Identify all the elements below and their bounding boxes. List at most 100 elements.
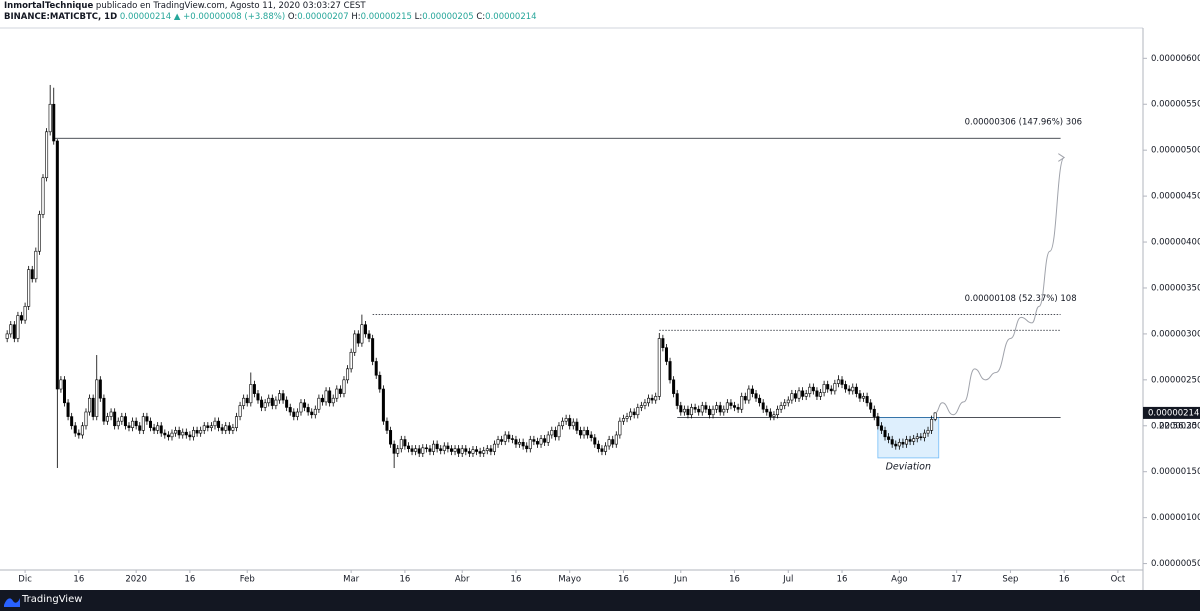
x-tick-label: 16 xyxy=(618,575,629,585)
candle-body xyxy=(847,388,851,392)
y-tick-label: 0.00000050 xyxy=(1151,559,1200,569)
candle-body xyxy=(768,411,772,417)
y-tick-label: 0.00000250 xyxy=(1151,375,1200,385)
candle-body xyxy=(586,430,590,436)
candle-body xyxy=(9,324,13,335)
candle-body xyxy=(826,384,830,390)
candle-body xyxy=(12,324,16,339)
candle-body xyxy=(410,448,414,452)
candle-body xyxy=(621,418,625,422)
candle-body xyxy=(879,425,883,431)
candle-body xyxy=(894,443,898,447)
last-price-label: 0.00000214 xyxy=(1148,408,1199,418)
candle-body xyxy=(428,448,432,452)
y-tick-label: 0.00000600 xyxy=(1151,54,1200,64)
candle-body xyxy=(510,438,514,440)
candle-body xyxy=(543,438,547,443)
candle-body xyxy=(804,393,808,397)
candle-body xyxy=(675,393,679,406)
candle-body xyxy=(765,408,769,413)
candle-body xyxy=(123,416,127,427)
candle-body xyxy=(793,393,797,399)
x-tick-label: Sep xyxy=(1002,575,1018,585)
candle-body xyxy=(127,425,131,428)
candle-body xyxy=(145,416,149,422)
x-tick-label: 16 xyxy=(729,575,740,585)
candle-body xyxy=(811,386,815,392)
level-label: 0.00000108 (52.37%) 108 xyxy=(965,294,1077,304)
ohlc-key: C: xyxy=(476,12,486,22)
candle-body xyxy=(267,397,271,404)
candle-body xyxy=(249,384,253,404)
candle-body xyxy=(306,407,310,413)
candle-body xyxy=(550,430,554,436)
publish-line: InmortalTechnique publicado en TradingVi… xyxy=(4,1,366,12)
candle-body xyxy=(399,439,403,450)
candle-body xyxy=(589,434,593,439)
candle-body xyxy=(729,402,733,406)
candle-body xyxy=(252,384,256,394)
x-tick-label: Ago xyxy=(891,575,907,585)
candle-body xyxy=(664,347,668,362)
candle-body xyxy=(507,434,511,439)
candle-body xyxy=(521,442,525,447)
candle-body xyxy=(740,396,744,410)
candle-body xyxy=(73,425,77,434)
candle-body xyxy=(611,439,615,445)
candle-body xyxy=(718,405,722,413)
candle-body xyxy=(604,445,608,452)
author: InmortalTechnique xyxy=(4,1,94,11)
candle-body xyxy=(485,448,489,451)
candle-body xyxy=(213,420,217,427)
candle-body xyxy=(5,333,9,339)
candle-body xyxy=(170,432,174,438)
candle-body xyxy=(442,445,446,451)
change-arrow: ▲ xyxy=(173,12,181,22)
candle-body xyxy=(131,420,135,428)
candle-body xyxy=(260,399,264,408)
candle-body xyxy=(77,432,81,436)
x-tick-label: 16 xyxy=(1059,575,1070,585)
y-tick-label: 0.00000100 xyxy=(1151,513,1200,523)
candle-body xyxy=(467,451,471,454)
candle-body xyxy=(489,448,493,452)
candle-body xyxy=(392,443,396,454)
candle-body xyxy=(539,438,543,445)
candle-body xyxy=(933,412,937,420)
candle-body xyxy=(500,439,504,442)
candle-body xyxy=(482,450,486,454)
candle-body xyxy=(858,393,862,399)
candle-body xyxy=(600,448,604,452)
candle-body xyxy=(138,425,142,431)
ohlc-key: L: xyxy=(414,12,423,22)
candle-body xyxy=(37,214,41,252)
candle-body xyxy=(374,361,378,376)
candle-body xyxy=(639,405,643,408)
candle-body xyxy=(890,439,894,445)
candle-body xyxy=(102,397,106,422)
change: +0.00000008 xyxy=(183,12,242,22)
candle-body xyxy=(105,416,109,422)
candle-body xyxy=(159,425,163,434)
candle-body xyxy=(672,379,676,394)
candle-body xyxy=(535,441,539,445)
candle-body xyxy=(557,425,561,438)
candle-body xyxy=(883,430,887,438)
symbol-line: BINANCE:MATICBTC, 1D 0.00000214 ▲ +0.000… xyxy=(4,12,537,23)
candle-body xyxy=(292,411,296,417)
candle-body xyxy=(30,269,34,280)
candle-body xyxy=(596,443,600,450)
candle-body xyxy=(270,397,274,406)
candle-body xyxy=(338,388,342,394)
candle-body xyxy=(23,306,27,321)
candle-body xyxy=(632,411,636,416)
candle-body xyxy=(571,421,575,427)
candle-body xyxy=(421,447,425,454)
candle-body xyxy=(263,402,267,408)
candle-body xyxy=(797,390,801,399)
candle-body xyxy=(844,384,848,390)
candle-body xyxy=(836,379,840,384)
candle-body xyxy=(532,439,536,442)
ohlc-key: O: xyxy=(287,12,298,22)
